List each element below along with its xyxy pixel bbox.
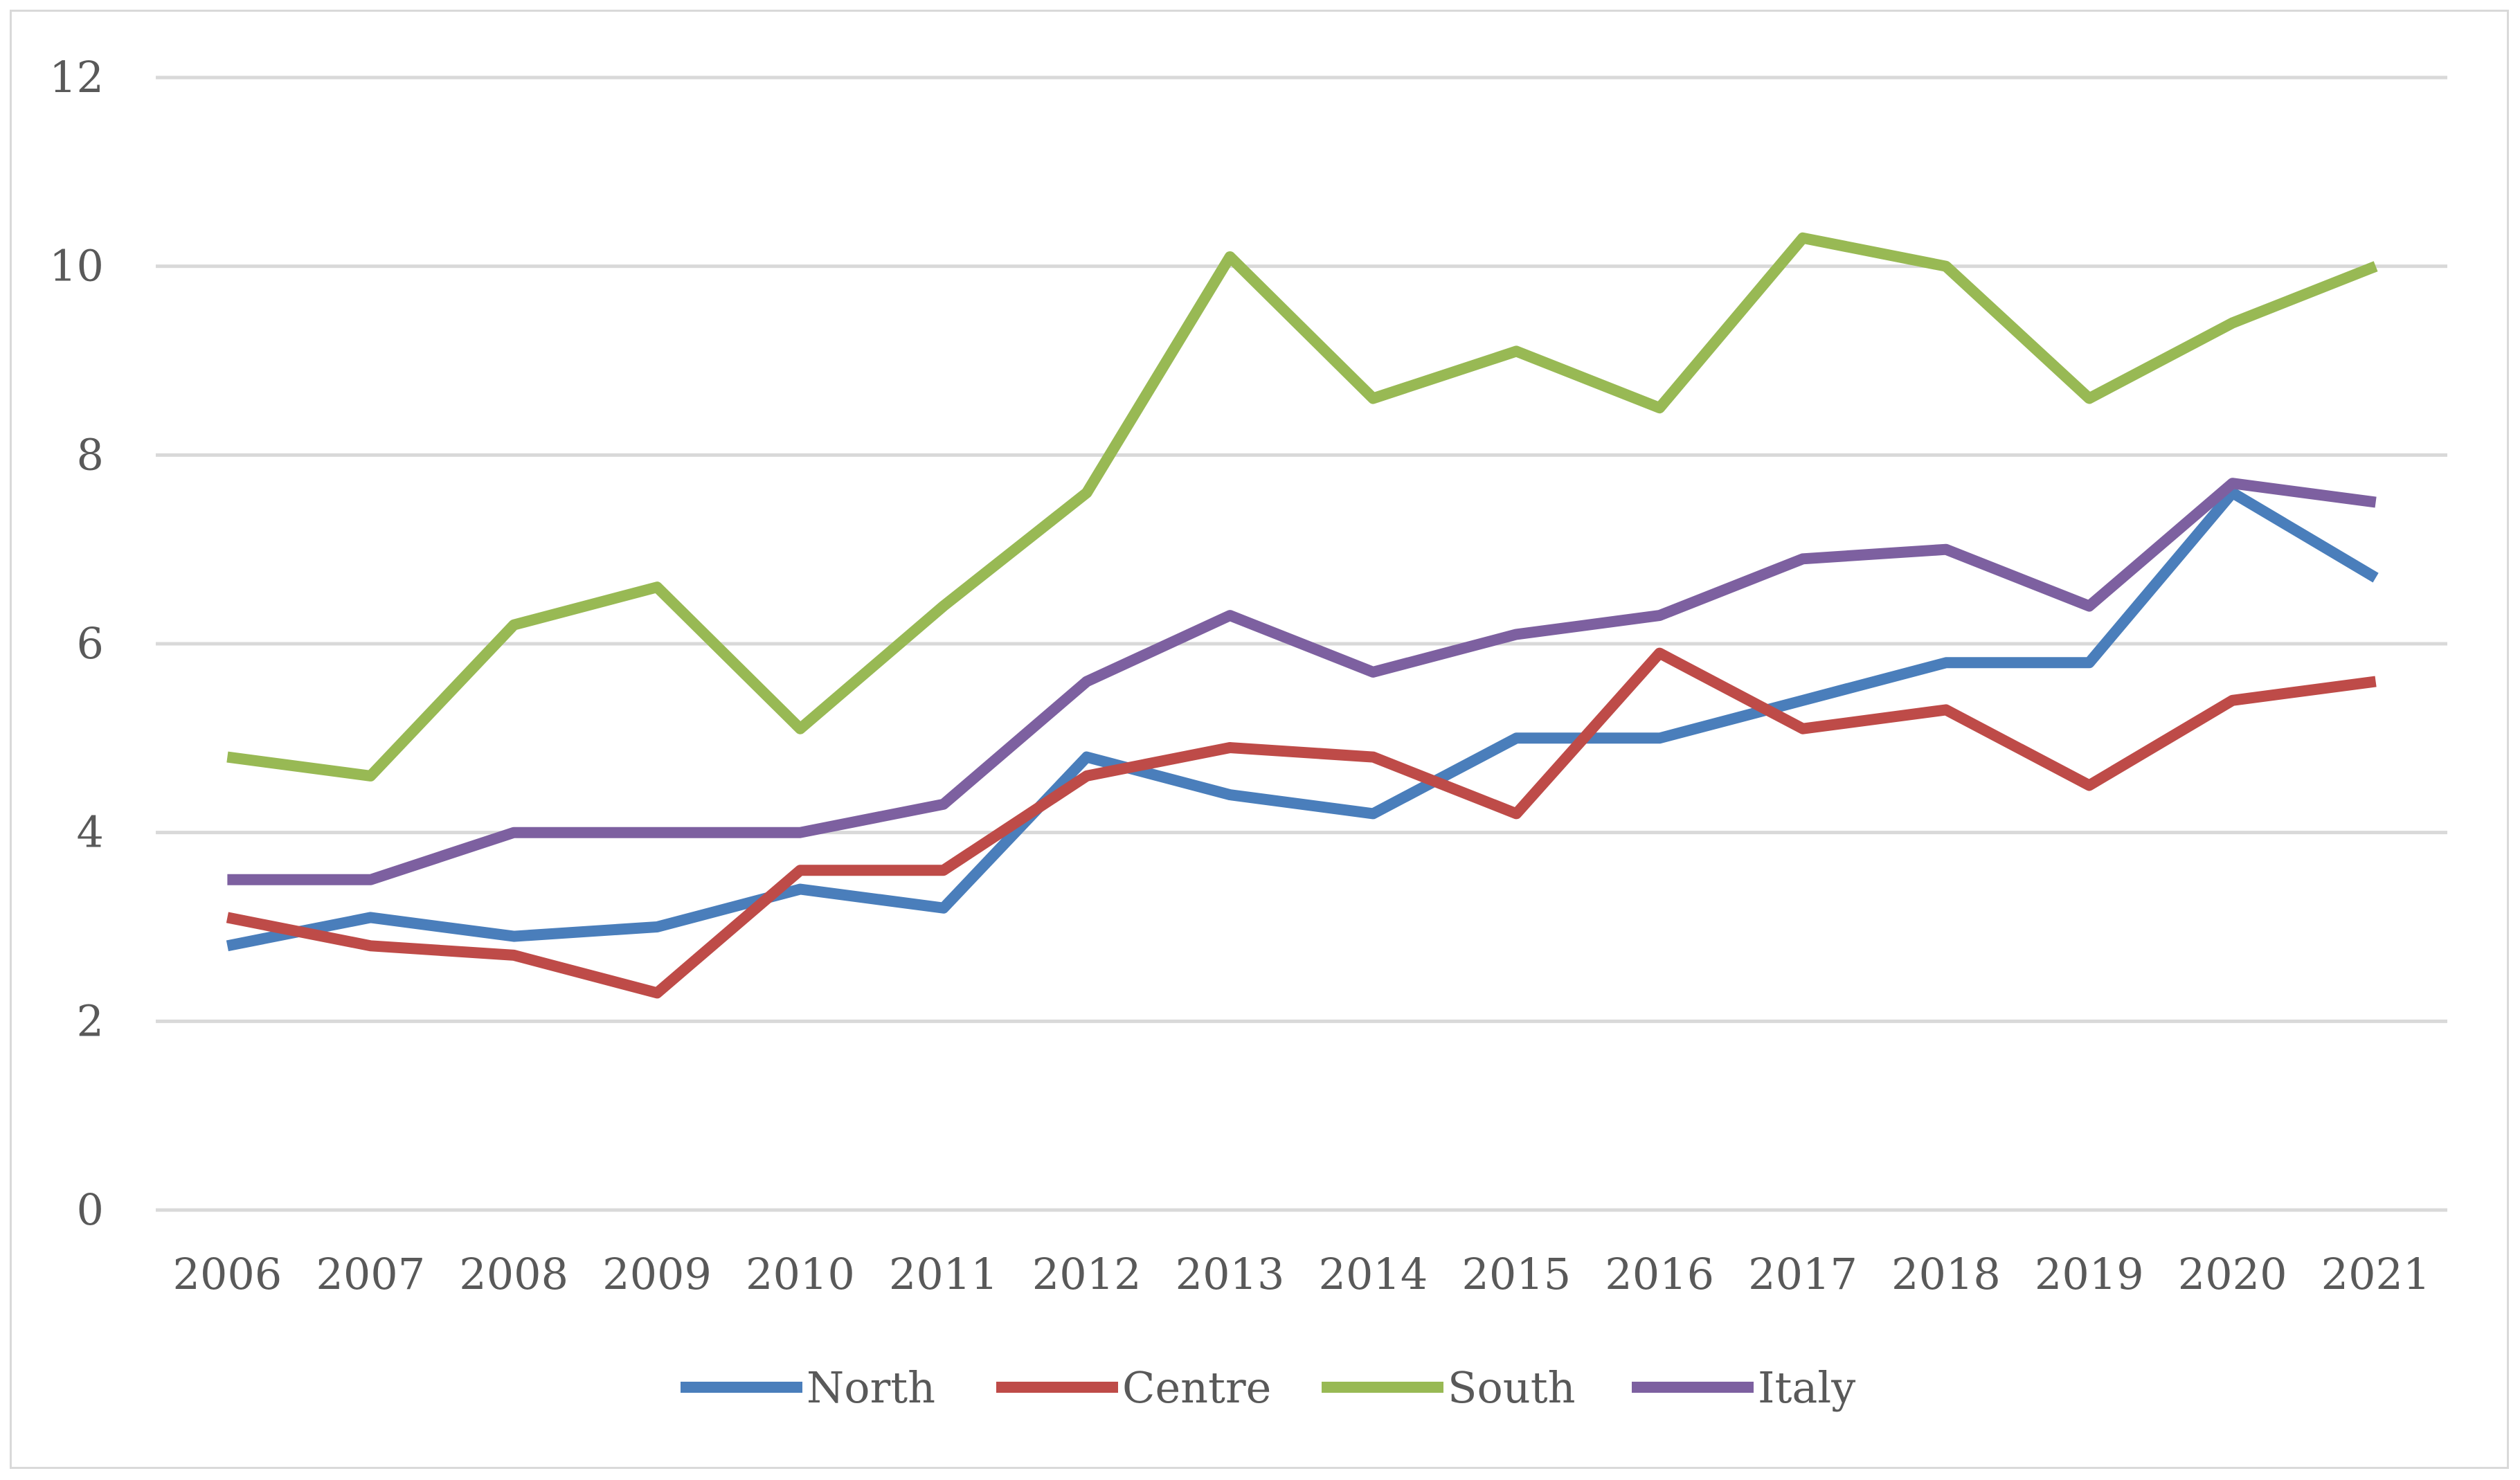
series-line-south — [226, 232, 2378, 782]
legend: North Centre South Italy — [681, 1362, 1855, 1413]
x-tick-label: 2015 — [1461, 1249, 1571, 1299]
legend-label-italy: Italy — [1758, 1362, 1855, 1413]
x-tick-label: 2021 — [2321, 1249, 2431, 1299]
x-tick-label: 2014 — [1319, 1249, 1428, 1299]
y-tick-label: 6 — [77, 618, 104, 669]
gridlines — [156, 75, 2447, 1212]
y-tick-label: 8 — [77, 429, 104, 480]
legend-label-south: South — [1448, 1362, 1576, 1413]
y-tick-label: 10 — [49, 241, 104, 291]
series-line-north — [226, 487, 2379, 952]
y-tick-label: 0 — [77, 1184, 104, 1235]
chart-frame — [10, 10, 2509, 1469]
x-tick-label: 2018 — [1891, 1249, 2001, 1299]
series-lines — [226, 232, 2379, 999]
series-line-centre — [226, 647, 2377, 999]
x-axis-ticks: 2006 2007 2008 2009 2010 2011 2012 2013 2014 2015… — [173, 1249, 2431, 1299]
legend-label-north: North — [807, 1362, 935, 1413]
x-tick-label: 2012 — [1032, 1249, 1142, 1299]
x-tick-label: 2013 — [1176, 1249, 1285, 1299]
x-tick-label: 2006 — [173, 1249, 282, 1299]
x-tick-label: 2010 — [746, 1249, 855, 1299]
y-axis-ticks: 0 2 4 6 8 10 12 — [49, 52, 104, 1235]
x-tick-label: 2017 — [1748, 1249, 1857, 1299]
x-tick-label: 2020 — [2178, 1249, 2287, 1299]
y-tick-label: 12 — [49, 52, 104, 102]
x-tick-label: 2019 — [2035, 1249, 2144, 1299]
legend-label-centre: Centre — [1122, 1362, 1271, 1413]
x-tick-label: 2011 — [889, 1249, 998, 1299]
x-tick-label: 2008 — [459, 1249, 568, 1299]
x-tick-label: 2016 — [1605, 1249, 1714, 1299]
x-tick-label: 2007 — [316, 1249, 425, 1299]
series-line-italy — [227, 478, 2377, 885]
y-tick-label: 4 — [77, 807, 104, 858]
x-tick-label: 2009 — [602, 1249, 712, 1299]
y-tick-label: 2 — [77, 995, 104, 1046]
